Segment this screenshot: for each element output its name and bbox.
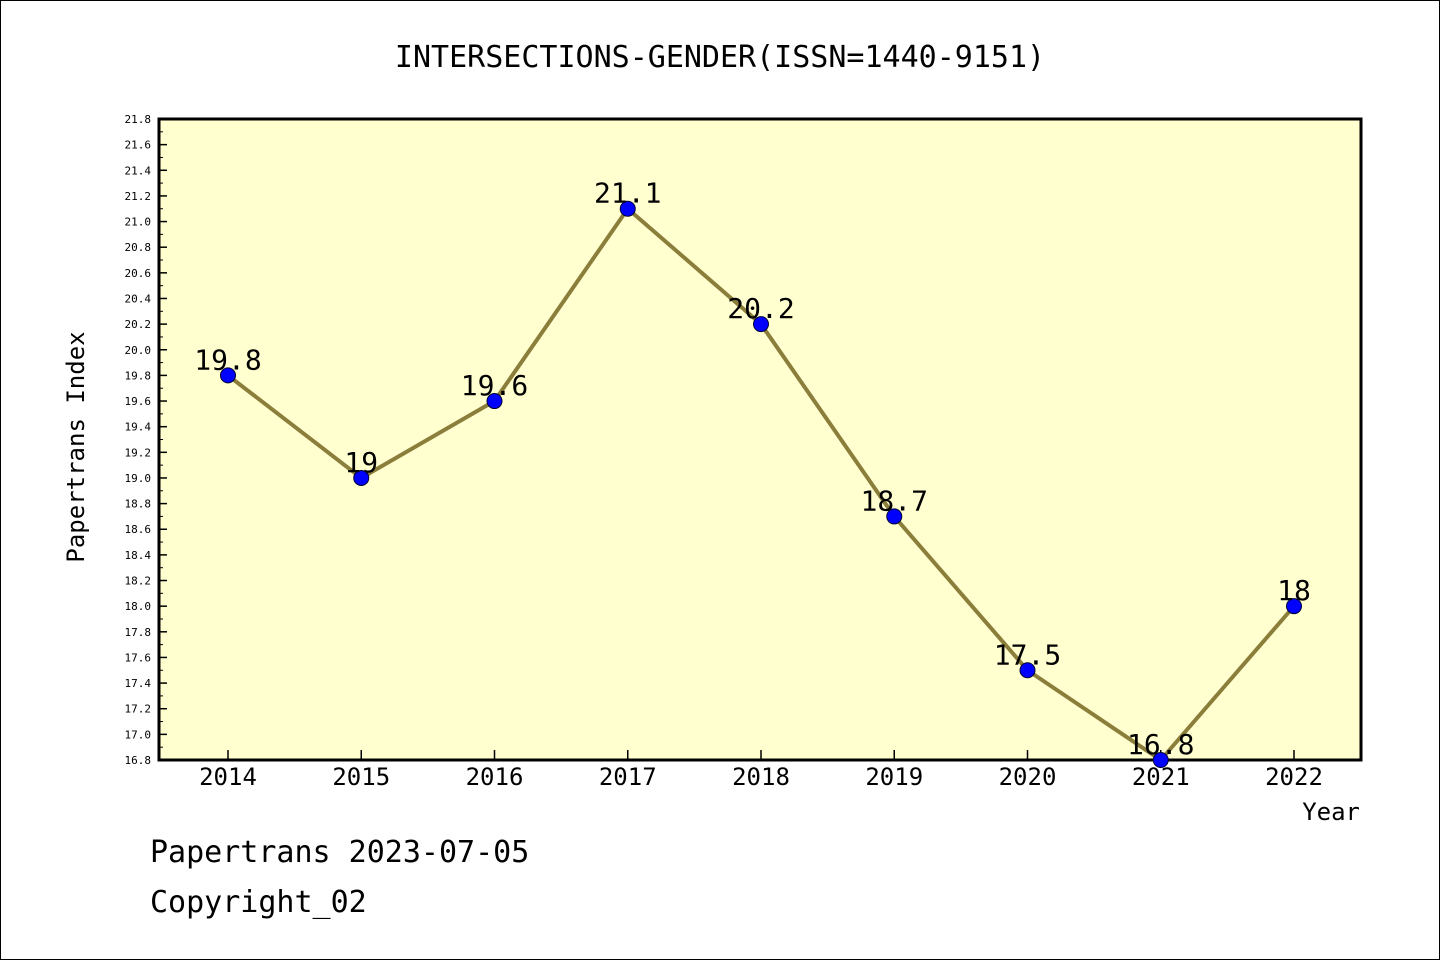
y-tick-label: 19.0 <box>125 472 152 485</box>
data-point <box>1019 662 1036 679</box>
data-point <box>486 393 503 410</box>
chart-title: INTERSECTIONS-GENDER(ISSN=1440-9151) <box>395 40 1045 75</box>
x-tick-label: 2014 <box>199 763 257 791</box>
y-tick-label: 17.8 <box>125 626 152 639</box>
data-label: 18 <box>1277 574 1311 607</box>
y-tick-label: 21.6 <box>125 139 152 152</box>
x-tick-label: 2020 <box>999 763 1057 791</box>
data-label: 19.6 <box>461 369 528 402</box>
y-tick-label: 21.8 <box>125 113 152 126</box>
data-label: 21.1 <box>594 177 661 210</box>
data-point <box>353 469 370 486</box>
y-tick-label: 16.8 <box>125 754 152 767</box>
series-layer: 19.8 19 19.6 21.1 20.2 18.7 17.5 16.8 18 <box>194 177 1311 768</box>
x-axis-label: Year <box>1302 798 1360 826</box>
y-tick-label: 19.6 <box>125 395 152 408</box>
y-tick-label: 20.6 <box>125 267 152 280</box>
y-tick-label: 18.2 <box>125 575 152 588</box>
y-tick-label: 18.0 <box>125 600 152 613</box>
x-tick-label: 2018 <box>732 763 790 791</box>
data-point <box>886 508 903 525</box>
y-tick-label: 21.2 <box>125 190 152 203</box>
x-tick-label: 2022 <box>1265 763 1323 791</box>
y-tick-label: 17.4 <box>125 677 152 690</box>
data-point <box>1152 752 1169 768</box>
x-tick-label: 2015 <box>332 763 390 791</box>
footer-copyright: Copyright_02 <box>150 885 367 920</box>
y-tick-label: 18.8 <box>125 498 152 511</box>
y-tick-label: 20.2 <box>125 318 152 331</box>
data-point <box>619 200 636 217</box>
y-tick-label: 18.6 <box>125 523 152 536</box>
y-tick-label: 20.0 <box>125 344 152 357</box>
data-label: 19 <box>344 446 378 479</box>
x-tick-label: 2019 <box>865 763 923 791</box>
data-point <box>753 316 769 333</box>
y-tick-label: 17.2 <box>125 703 152 716</box>
y-tick-label: 20.8 <box>125 241 152 254</box>
x-axis: 2014 2015 2016 2017 2018 2019 2020 2021 2022 <box>199 750 1323 791</box>
data-label: 19.8 <box>194 343 261 376</box>
y-axis: 16.8 17.0 17.2 17.4 17.6 17.8 18.0 18.2 18.4 18.6… <box>125 113 167 767</box>
y-tick-label: 20.4 <box>125 292 152 305</box>
y-tick-label: 18.4 <box>125 549 152 562</box>
data-label: 20.2 <box>727 292 794 325</box>
y-axis-label: Papertrans Index <box>62 331 90 562</box>
data-label: 18.7 <box>861 484 928 517</box>
data-point <box>220 367 236 384</box>
data-point <box>1286 598 1302 615</box>
plot-area <box>157 117 1363 762</box>
footer-date: Papertrans 2023-07-05 <box>150 835 530 870</box>
y-tick-label: 21.4 <box>125 164 152 177</box>
y-tick-label: 17.0 <box>125 728 152 741</box>
y-tick-label: 17.6 <box>125 651 152 664</box>
x-tick-label: 2017 <box>599 763 657 791</box>
y-tick-label: 19.8 <box>125 369 152 382</box>
x-tick-label: 2016 <box>466 763 524 791</box>
y-tick-label: 19.2 <box>125 446 152 459</box>
y-tick-label: 21.0 <box>125 216 152 229</box>
data-label: 17.5 <box>994 638 1061 671</box>
data-label: 16.8 <box>1127 728 1194 761</box>
y-tick-label: 19.4 <box>125 421 152 434</box>
